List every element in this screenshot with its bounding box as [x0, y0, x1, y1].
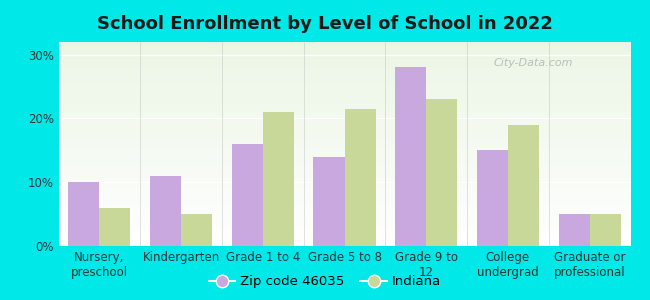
Bar [344, 109, 376, 246]
Bar [590, 214, 621, 246]
Bar [68, 182, 99, 246]
Bar [558, 214, 590, 246]
Bar [426, 99, 457, 246]
Bar [395, 68, 426, 246]
Bar [263, 112, 294, 246]
Bar [508, 125, 539, 246]
Bar [150, 176, 181, 246]
Legend: Zip code 46035, Indiana: Zip code 46035, Indiana [203, 270, 447, 293]
Bar [313, 157, 345, 246]
Bar [477, 150, 508, 246]
Text: School Enrollment by Level of School in 2022: School Enrollment by Level of School in … [97, 15, 553, 33]
Text: City-Data.com: City-Data.com [493, 58, 573, 68]
Bar [181, 214, 212, 246]
Bar [99, 208, 131, 246]
Bar [232, 144, 263, 246]
